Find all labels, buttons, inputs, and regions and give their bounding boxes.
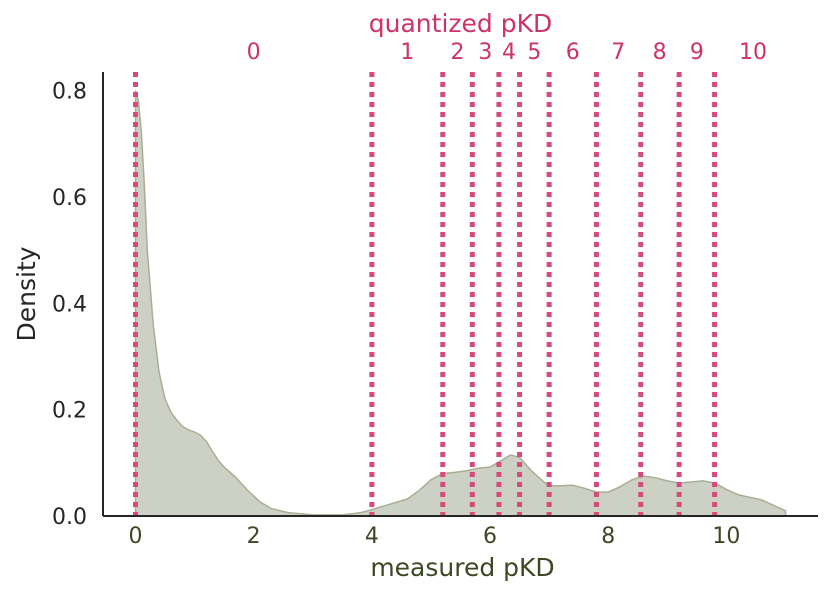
axes	[102, 72, 818, 517]
top-axis-title: quantized pKD	[369, 9, 552, 38]
x-tick-label-2: 2	[247, 524, 261, 549]
x-tick-label-6: 6	[483, 524, 497, 549]
top-tick-label-2: 2	[451, 40, 465, 65]
density-area-layer	[134, 90, 787, 517]
top-tick-label-5: 5	[527, 40, 541, 65]
y-tick-label-2: 0.4	[52, 292, 87, 317]
x-axis-title: measured pKD	[370, 553, 554, 582]
top-tick-label-0: 0	[247, 40, 261, 65]
top-tick-label-6: 6	[566, 40, 580, 65]
y-tick-label-0: 0.0	[52, 505, 87, 530]
x-axis-ticks: 0 2 4 6 8 10	[129, 524, 741, 549]
y-tick-label-3: 0.6	[52, 186, 87, 211]
x-tick-label-0: 0	[129, 524, 143, 549]
top-axis-ticks: 0 1 2 3 4 5 6 7 8 9 10	[247, 40, 767, 65]
x-tick-label-8: 8	[601, 524, 615, 549]
y-axis-title: Density	[12, 246, 41, 341]
density-area-series-0	[134, 90, 787, 517]
top-tick-label-10: 10	[739, 40, 767, 65]
y-tick-label-1: 0.2	[52, 399, 87, 424]
top-tick-label-4: 4	[502, 40, 516, 65]
top-tick-label-9: 9	[690, 40, 704, 65]
y-axis-ticks: 0.0 0.2 0.4 0.6 0.8	[52, 80, 87, 530]
top-tick-label-1: 1	[400, 40, 414, 65]
top-tick-label-8: 8	[653, 40, 667, 65]
x-tick-label-10: 10	[712, 524, 740, 549]
x-tick-label-4: 4	[365, 524, 379, 549]
y-tick-label-4: 0.8	[52, 80, 87, 105]
top-tick-label-3: 3	[478, 40, 492, 65]
quantization-boundaries	[133, 72, 718, 516]
top-tick-label-7: 7	[611, 40, 625, 65]
